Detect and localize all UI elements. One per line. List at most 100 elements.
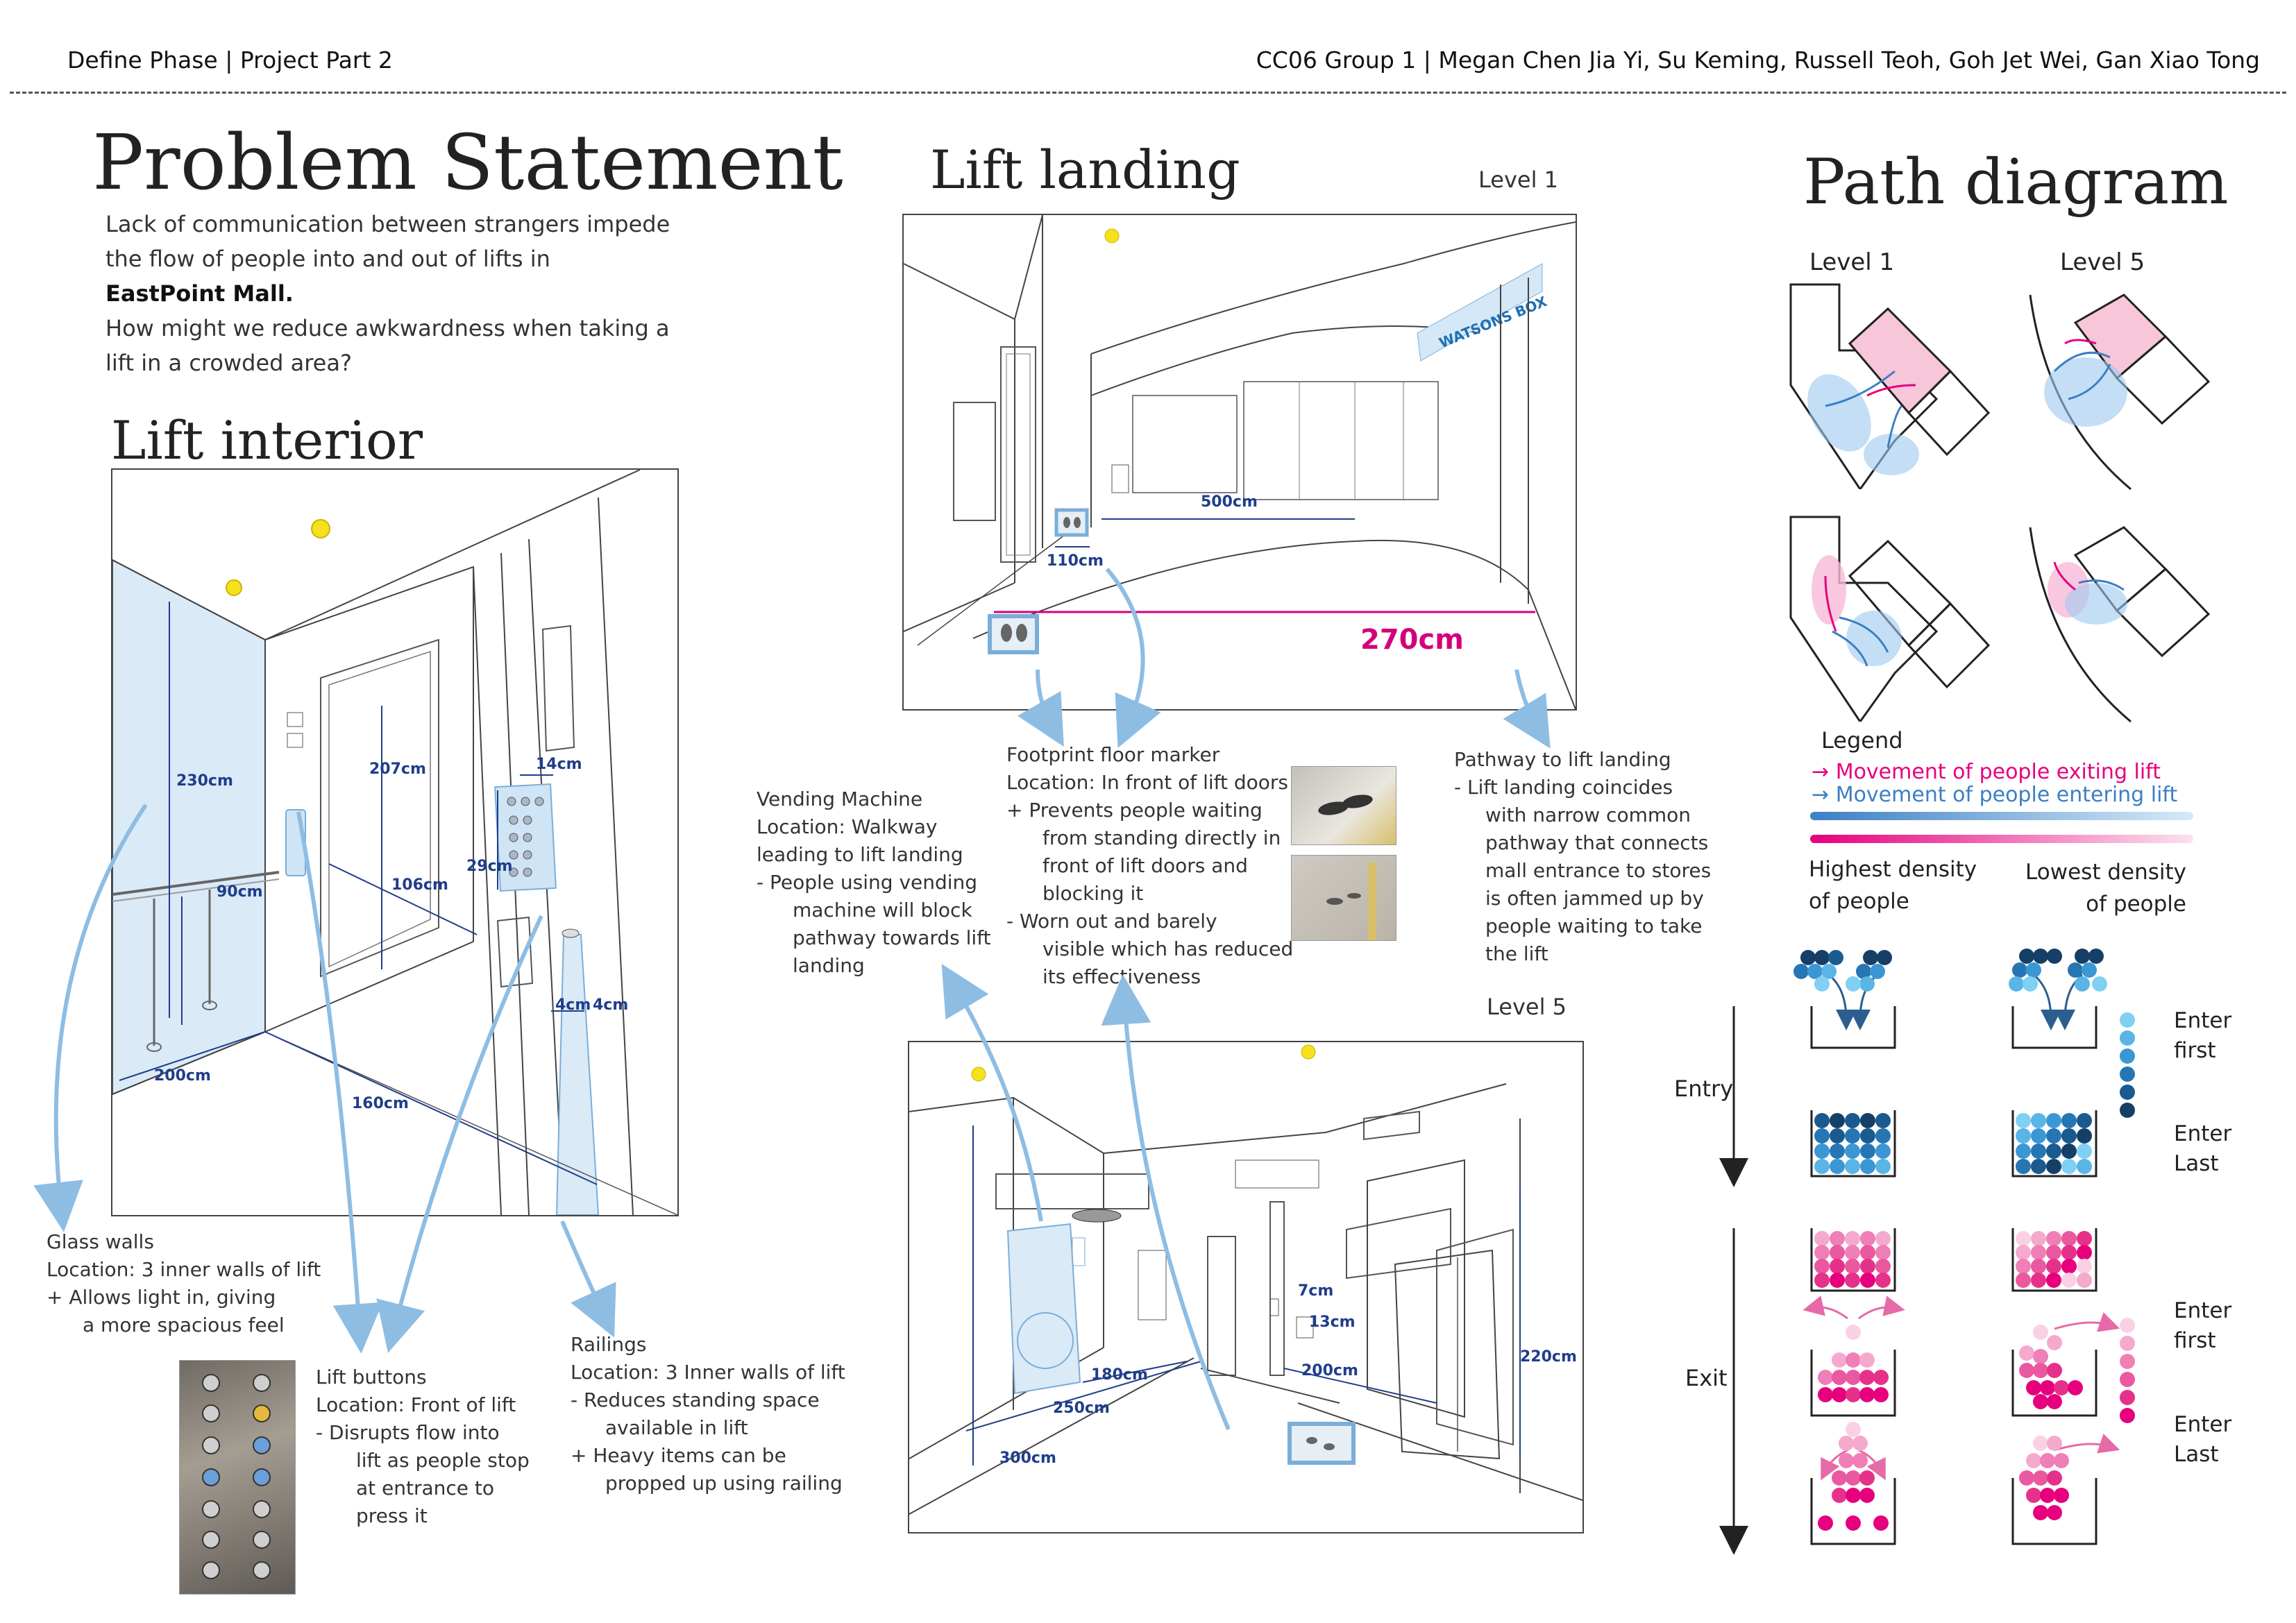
entry-person (1856, 964, 1871, 979)
lift-person (1830, 1159, 1845, 1174)
lift-person (2016, 1144, 2031, 1159)
entry-person (1821, 964, 1837, 979)
exit-person (1830, 1273, 1845, 1288)
exit-person (2054, 1453, 2069, 1468)
exit-person (1859, 1387, 1875, 1402)
exit-person (2040, 1380, 2055, 1395)
lift-person (1845, 1128, 1860, 1144)
exit-person (2061, 1245, 2077, 1260)
dim-29: 29cm (466, 858, 513, 875)
exit-person (1852, 1436, 1868, 1451)
order-blue (2120, 1103, 2135, 1118)
exit-person (2031, 1273, 2046, 1288)
dim-230: 230cm (176, 772, 233, 790)
footprint-photo-2 (1291, 855, 1396, 941)
entry-person (1800, 950, 1816, 965)
entry-person (1846, 976, 1861, 992)
lift-person (1845, 1159, 1860, 1174)
enter-last-blue: Enter Last (2174, 1121, 2232, 1176)
lift-person (1860, 1128, 1875, 1144)
exit-person (1832, 1488, 1847, 1503)
exit-person (1846, 1515, 1861, 1531)
density-bar-blue (1810, 812, 2193, 820)
exit-person (1860, 1259, 1875, 1274)
header-left: Define Phase | Project Part 2 (67, 46, 393, 74)
ceiling-light (311, 519, 330, 538)
lift-person (2046, 1128, 2061, 1144)
lift-person (1875, 1128, 1891, 1144)
exit-person (2061, 1273, 2077, 1288)
exit-person (1846, 1470, 1861, 1486)
landing-level5-drawing: 7cm 13cm 180cm 200cm 250cm 220cm 300cm (908, 1041, 1584, 1533)
exit-person (1875, 1231, 1891, 1246)
enter-last-pink: Enter Last (2174, 1412, 2232, 1467)
path-level5-exit-plan (2029, 526, 2211, 723)
dim-160: 160cm (352, 1095, 409, 1112)
legend-highest: Highest density of people (1809, 857, 1977, 914)
landing-level1-drawing: WATSONS BOX 500cm 110cm 270cm (902, 214, 1577, 711)
dim-4b: 4cm (593, 996, 628, 1014)
lift-person (2061, 1128, 2077, 1144)
header-right: CC06 Group 1 | Megan Chen Jia Yi, Su Kem… (1256, 46, 2260, 74)
exit-person (1860, 1273, 1875, 1288)
exit-person (1839, 1453, 1854, 1468)
lift-person (2031, 1144, 2046, 1159)
exit-person (2016, 1273, 2031, 1288)
dim-110: 110cm (1047, 552, 1104, 570)
entry-person (2082, 962, 2097, 978)
exit-person (2047, 1363, 2062, 1378)
entry-person (1870, 964, 1885, 979)
exit-person (1852, 1453, 1868, 1468)
order-pink (2120, 1354, 2135, 1369)
lift-person (1845, 1113, 1860, 1128)
exit-person (1818, 1387, 1833, 1402)
order-pink (2120, 1336, 2135, 1351)
vending-note: Vending Machine Location: Walkway leadin… (757, 788, 991, 977)
exit-person (1846, 1488, 1861, 1503)
lift-person (2016, 1128, 2031, 1144)
button-panel (285, 809, 306, 876)
entry-person (1859, 976, 1875, 992)
entry-person (2033, 949, 2048, 964)
exit-person (2033, 1325, 2048, 1340)
exit-person (1875, 1245, 1891, 1260)
path-level1-entry-plan (1789, 283, 1991, 489)
order-pink (2120, 1318, 2135, 1333)
lift-person (2046, 1113, 2061, 1128)
lift-person (1814, 1128, 1830, 1144)
exit-person (1859, 1352, 1875, 1368)
exit-person (2031, 1231, 2046, 1246)
entry-person (2019, 949, 2034, 964)
exit-person (2033, 1363, 2048, 1378)
legend-lowest: Lowest density of people (2025, 860, 2186, 917)
footprint-photo-1 (1291, 766, 1396, 845)
exit-person (2061, 1259, 2077, 1274)
lift-person (2016, 1113, 2031, 1128)
exit-person (2016, 1231, 2031, 1246)
exit-person (1845, 1259, 1860, 1274)
order-blue (2120, 1030, 2135, 1046)
vending-machine (1006, 1223, 1081, 1395)
lift-person (2061, 1144, 2077, 1159)
lift-person (1845, 1144, 1860, 1159)
order-blue (2120, 1012, 2135, 1028)
entry-label: Entry (1674, 1076, 1734, 1102)
problem-text: Lack of communication between strangers … (105, 211, 670, 376)
exit-person (2047, 1505, 2062, 1520)
legend-exit-arrow-icon: → (1812, 760, 1836, 784)
exit-person (1818, 1370, 1833, 1385)
entry-person (2092, 976, 2107, 992)
exit-person (2046, 1273, 2061, 1288)
lift-person (2031, 1159, 2046, 1174)
path-level5-label: Level 5 (2060, 248, 2145, 276)
exit-person (2061, 1231, 2077, 1246)
exit-person (1830, 1231, 1845, 1246)
entry-person (2075, 949, 2090, 964)
dim-207: 207cm (369, 760, 426, 778)
lift-person (2077, 1159, 2092, 1174)
entry-person (1828, 950, 1843, 965)
exit-person (2054, 1380, 2069, 1395)
density-bar-pink (1810, 835, 2193, 843)
lift-person (1860, 1159, 1875, 1174)
lift-person (1875, 1159, 1891, 1174)
